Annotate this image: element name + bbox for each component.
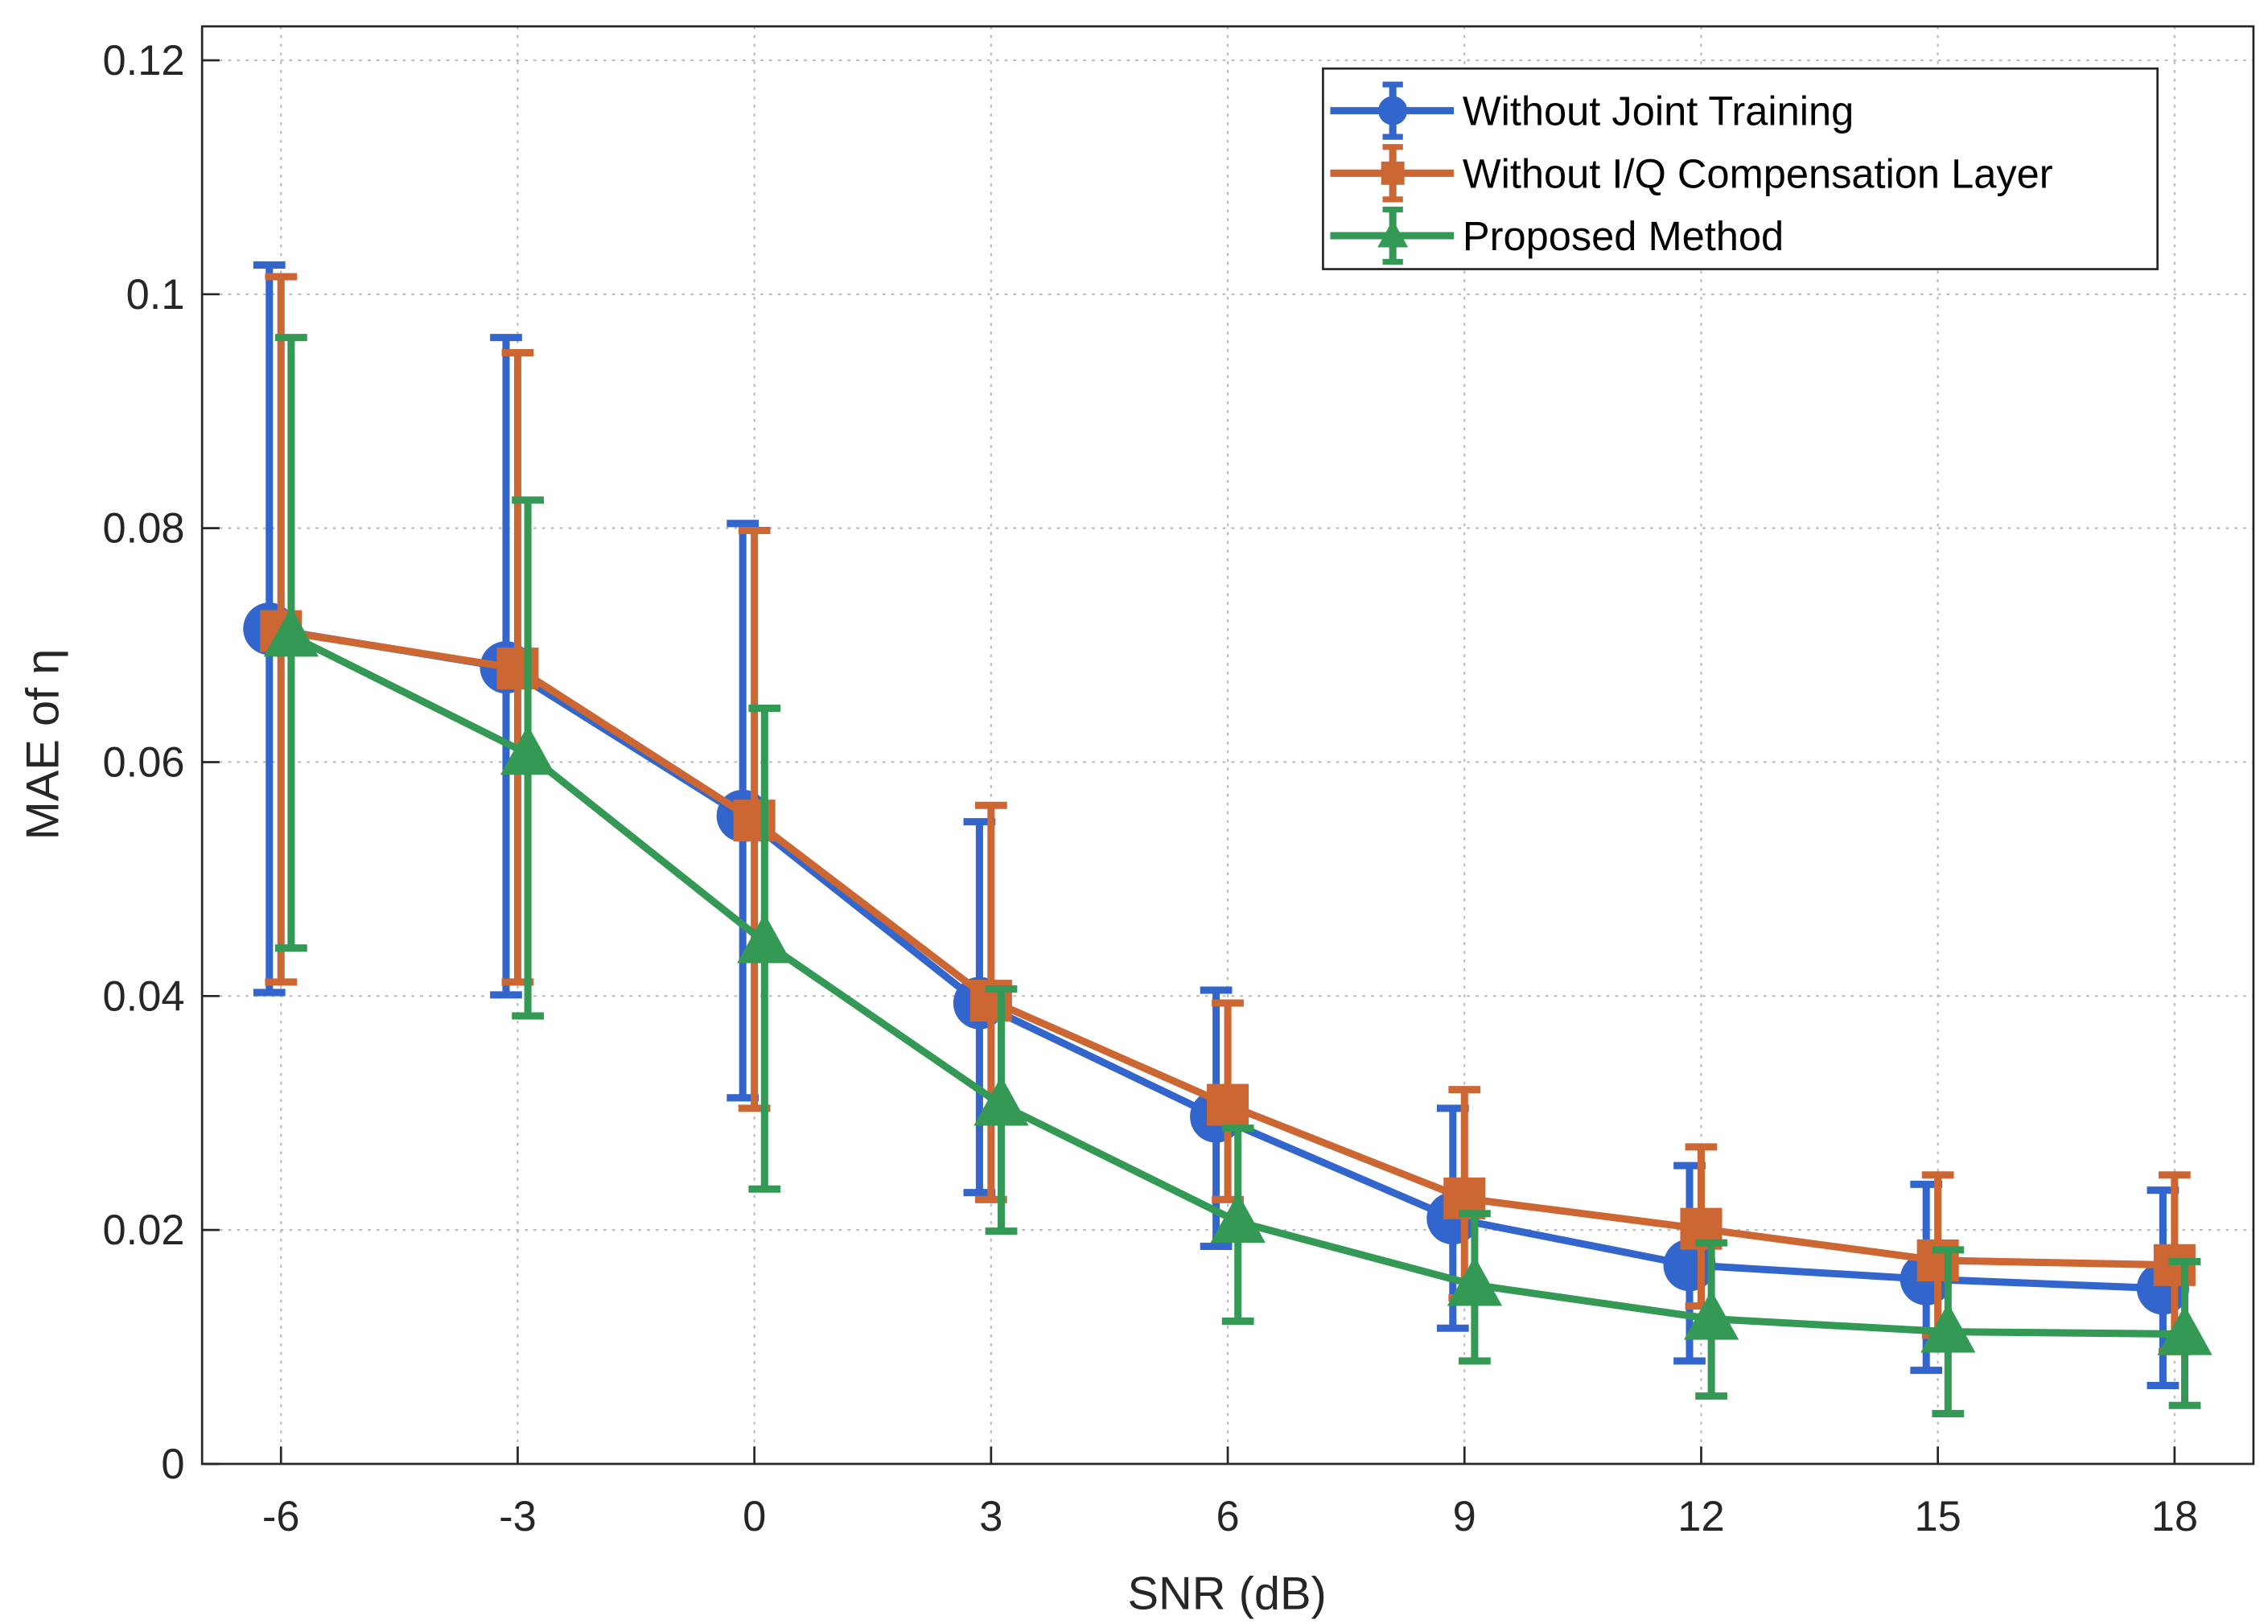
- x-tick-label: -3: [499, 1494, 537, 1540]
- x-tick-label: 18: [2151, 1494, 2198, 1540]
- x-tick-label: -6: [262, 1494, 300, 1540]
- data-point-circle: [1378, 96, 1408, 125]
- data-point-triangle: [2157, 1305, 2212, 1355]
- legend: Without Joint Training Without I/Q Compen…: [1322, 67, 2159, 270]
- y-tick-label: 0.04: [103, 973, 185, 1020]
- data-point-square: [733, 800, 776, 842]
- data-point-triangle: [1683, 1289, 1739, 1340]
- x-tick-label: 9: [1453, 1494, 1476, 1540]
- legend-label: Proposed Method: [1463, 213, 1784, 259]
- data-point-triangle: [973, 1075, 1029, 1126]
- y-axis-label: MAE of η: [17, 649, 68, 841]
- data-point-triangle: [1920, 1302, 1976, 1353]
- data-point-square: [1381, 161, 1405, 185]
- x-tick-label: 12: [1677, 1494, 1724, 1540]
- y-tick-label: 0.08: [103, 506, 185, 553]
- data-point-triangle: [1447, 1256, 1503, 1306]
- data-point-square: [496, 648, 539, 690]
- x-axis-label: SNR (dB): [1127, 1568, 1326, 1620]
- tick-labels: -6 -3 0 3 6 9 12 15 18 0 0.02 0.04 0.06 0.08 0.1 0.12: [103, 38, 2198, 1540]
- data-point-square: [1916, 1239, 1959, 1281]
- x-tick-label: 3: [979, 1494, 1002, 1540]
- data-point-triangle: [1377, 220, 1409, 248]
- data-point-triangle: [1210, 1193, 1266, 1243]
- series-2: [263, 334, 2212, 1417]
- legend-label: Without I/Q Compensation Layer: [1463, 150, 2053, 196]
- series: [243, 261, 2212, 1417]
- data-point-square: [1207, 1083, 1249, 1126]
- y-tick-label: 0: [161, 1441, 184, 1488]
- data-point-triangle: [737, 913, 792, 964]
- legend-box: [1322, 67, 2159, 270]
- x-tick-label: 15: [1915, 1494, 1961, 1540]
- data-point-triangle: [500, 725, 556, 775]
- y-tick-label: 0.1: [126, 272, 185, 319]
- y-tick-label: 0.06: [103, 740, 185, 787]
- data-point-triangle: [263, 606, 319, 657]
- plot-frame: [200, 25, 2255, 1466]
- x-tick-label: 6: [1216, 1494, 1239, 1540]
- y-tick-label: 0.02: [103, 1207, 185, 1254]
- legend-label: Without Joint Training: [1463, 88, 1854, 134]
- x-tick-label: 0: [743, 1494, 766, 1540]
- y-tick-label: 0.12: [103, 38, 185, 84]
